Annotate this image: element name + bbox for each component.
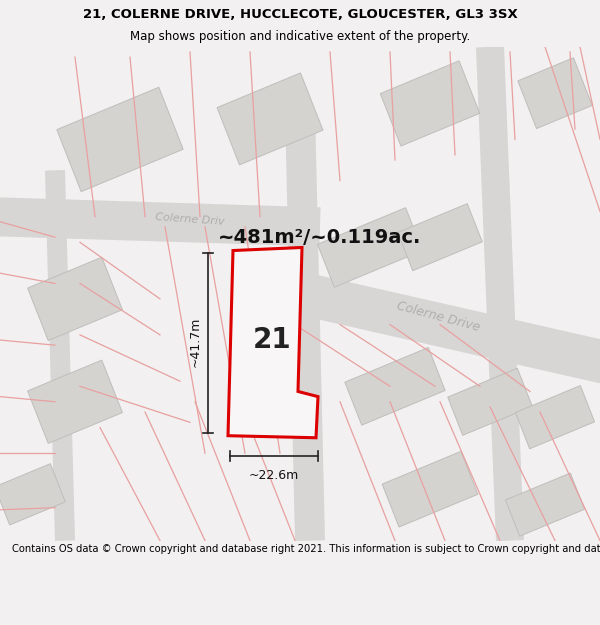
Polygon shape (285, 108, 325, 541)
Text: ~481m²/~0.119ac.: ~481m²/~0.119ac. (218, 228, 421, 247)
Polygon shape (275, 268, 600, 387)
Polygon shape (217, 73, 323, 165)
Polygon shape (45, 170, 75, 541)
Polygon shape (398, 204, 482, 271)
Text: Colerne Driv: Colerne Driv (155, 213, 225, 227)
Polygon shape (518, 58, 592, 129)
Polygon shape (228, 248, 318, 438)
Polygon shape (317, 208, 422, 288)
Text: Map shows position and indicative extent of the property.: Map shows position and indicative extent… (130, 30, 470, 43)
Text: 21, COLERNE DRIVE, HUCCLECOTE, GLOUCESTER, GL3 3SX: 21, COLERNE DRIVE, HUCCLECOTE, GLOUCESTE… (83, 8, 517, 21)
Polygon shape (448, 368, 532, 435)
Polygon shape (0, 464, 65, 525)
Polygon shape (380, 61, 480, 146)
Polygon shape (345, 348, 445, 425)
Text: 21: 21 (253, 326, 292, 354)
Text: ~41.7m: ~41.7m (189, 317, 202, 368)
Polygon shape (515, 386, 595, 449)
Polygon shape (28, 258, 122, 341)
Polygon shape (505, 473, 584, 536)
Text: Contains OS data © Crown copyright and database right 2021. This information is : Contains OS data © Crown copyright and d… (12, 544, 600, 554)
Polygon shape (476, 46, 524, 541)
Polygon shape (28, 360, 122, 443)
Text: Colerne Drive: Colerne Drive (395, 299, 481, 334)
Polygon shape (382, 451, 478, 527)
Text: ~22.6m: ~22.6m (249, 469, 299, 482)
Polygon shape (0, 197, 320, 246)
Polygon shape (57, 88, 183, 192)
